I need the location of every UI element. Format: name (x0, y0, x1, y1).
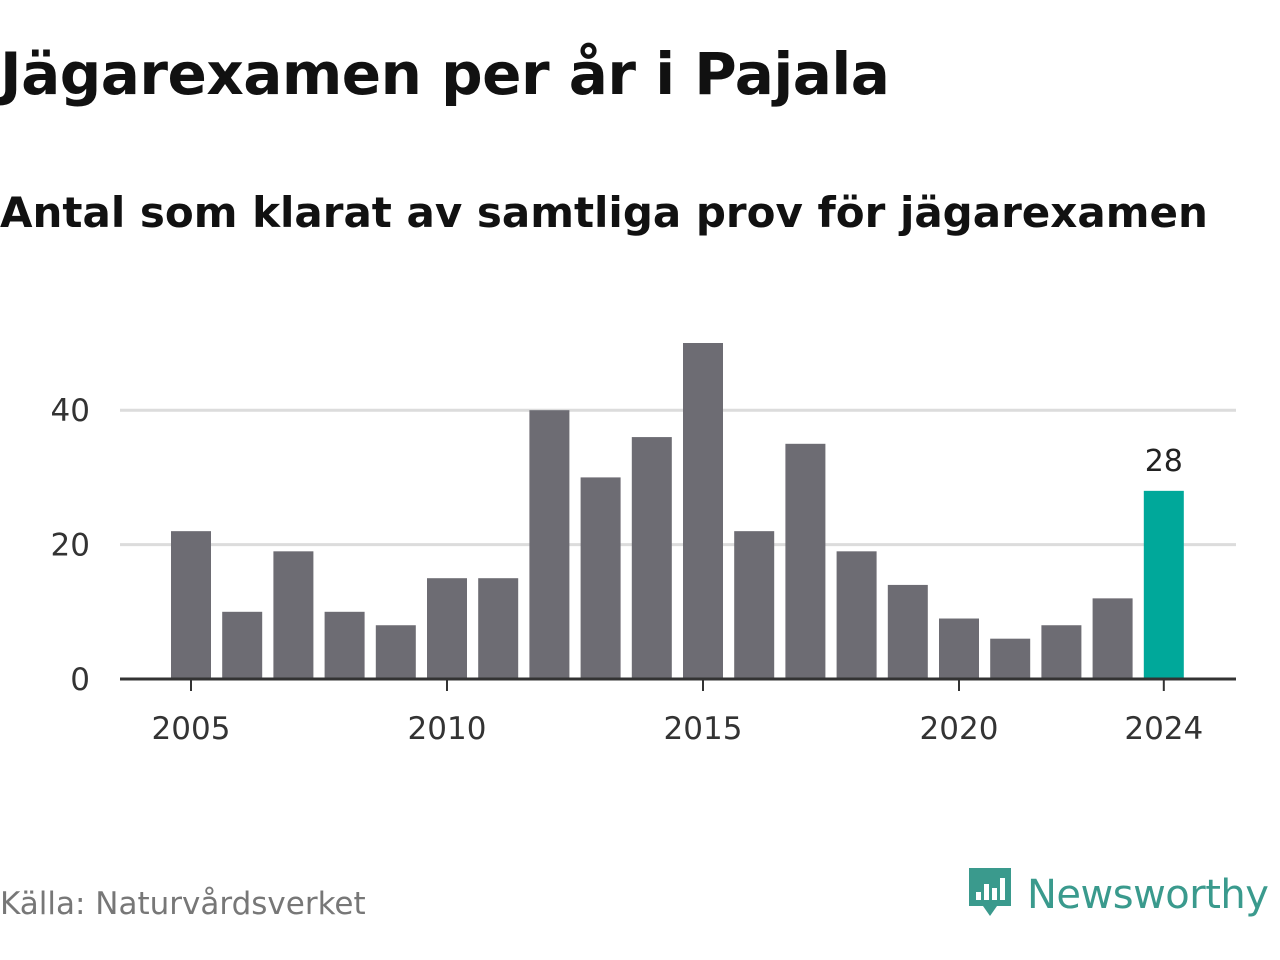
bar (887, 584, 928, 679)
bar (580, 477, 621, 679)
y-tick-label: 0 (70, 662, 90, 698)
bar (990, 638, 1031, 679)
chart-title: Jägarexamen per år i Pajala (0, 40, 890, 108)
bar (222, 611, 263, 679)
bar (1092, 598, 1133, 679)
bar (939, 618, 979, 679)
chart-subtitle: Antal som klarat av samtliga prov för jä… (0, 188, 1208, 237)
bar (785, 443, 826, 679)
x-tick-label: 2024 (1124, 711, 1203, 747)
bar (478, 578, 519, 679)
bar (836, 551, 877, 679)
x-tick-label: 2005 (152, 711, 231, 747)
bar (427, 578, 467, 679)
bar (171, 531, 211, 679)
x-tick-label: 2010 (408, 711, 487, 747)
data-label: 28 (1145, 444, 1183, 479)
bar (273, 551, 314, 679)
bar (683, 343, 723, 679)
newsworthy-logo-icon (969, 868, 1011, 916)
bar (375, 625, 416, 679)
y-tick-label: 20 (51, 528, 90, 564)
bar-chart: 0 20 40 28 2005 2010 2015 2020 2024 (51, 343, 1236, 747)
bar (529, 410, 570, 679)
brand-name: Newsworthy (1027, 872, 1269, 918)
x-tick-label: 2015 (664, 711, 743, 747)
x-tick-label: 2020 (920, 711, 999, 747)
source-note: Källa: Naturvårdsverket (0, 886, 366, 922)
brand-logo: Newsworthy (965, 866, 1269, 924)
y-tick-label: 40 (51, 393, 90, 429)
bar (1041, 625, 1082, 679)
bar (324, 611, 365, 679)
bar (734, 531, 775, 679)
bar (631, 437, 672, 679)
bar (1143, 490, 1184, 679)
